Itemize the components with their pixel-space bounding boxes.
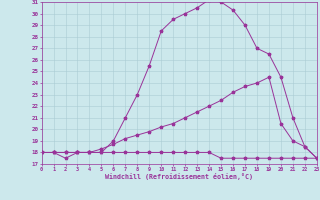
X-axis label: Windchill (Refroidissement éolien,°C): Windchill (Refroidissement éolien,°C) <box>105 173 253 180</box>
